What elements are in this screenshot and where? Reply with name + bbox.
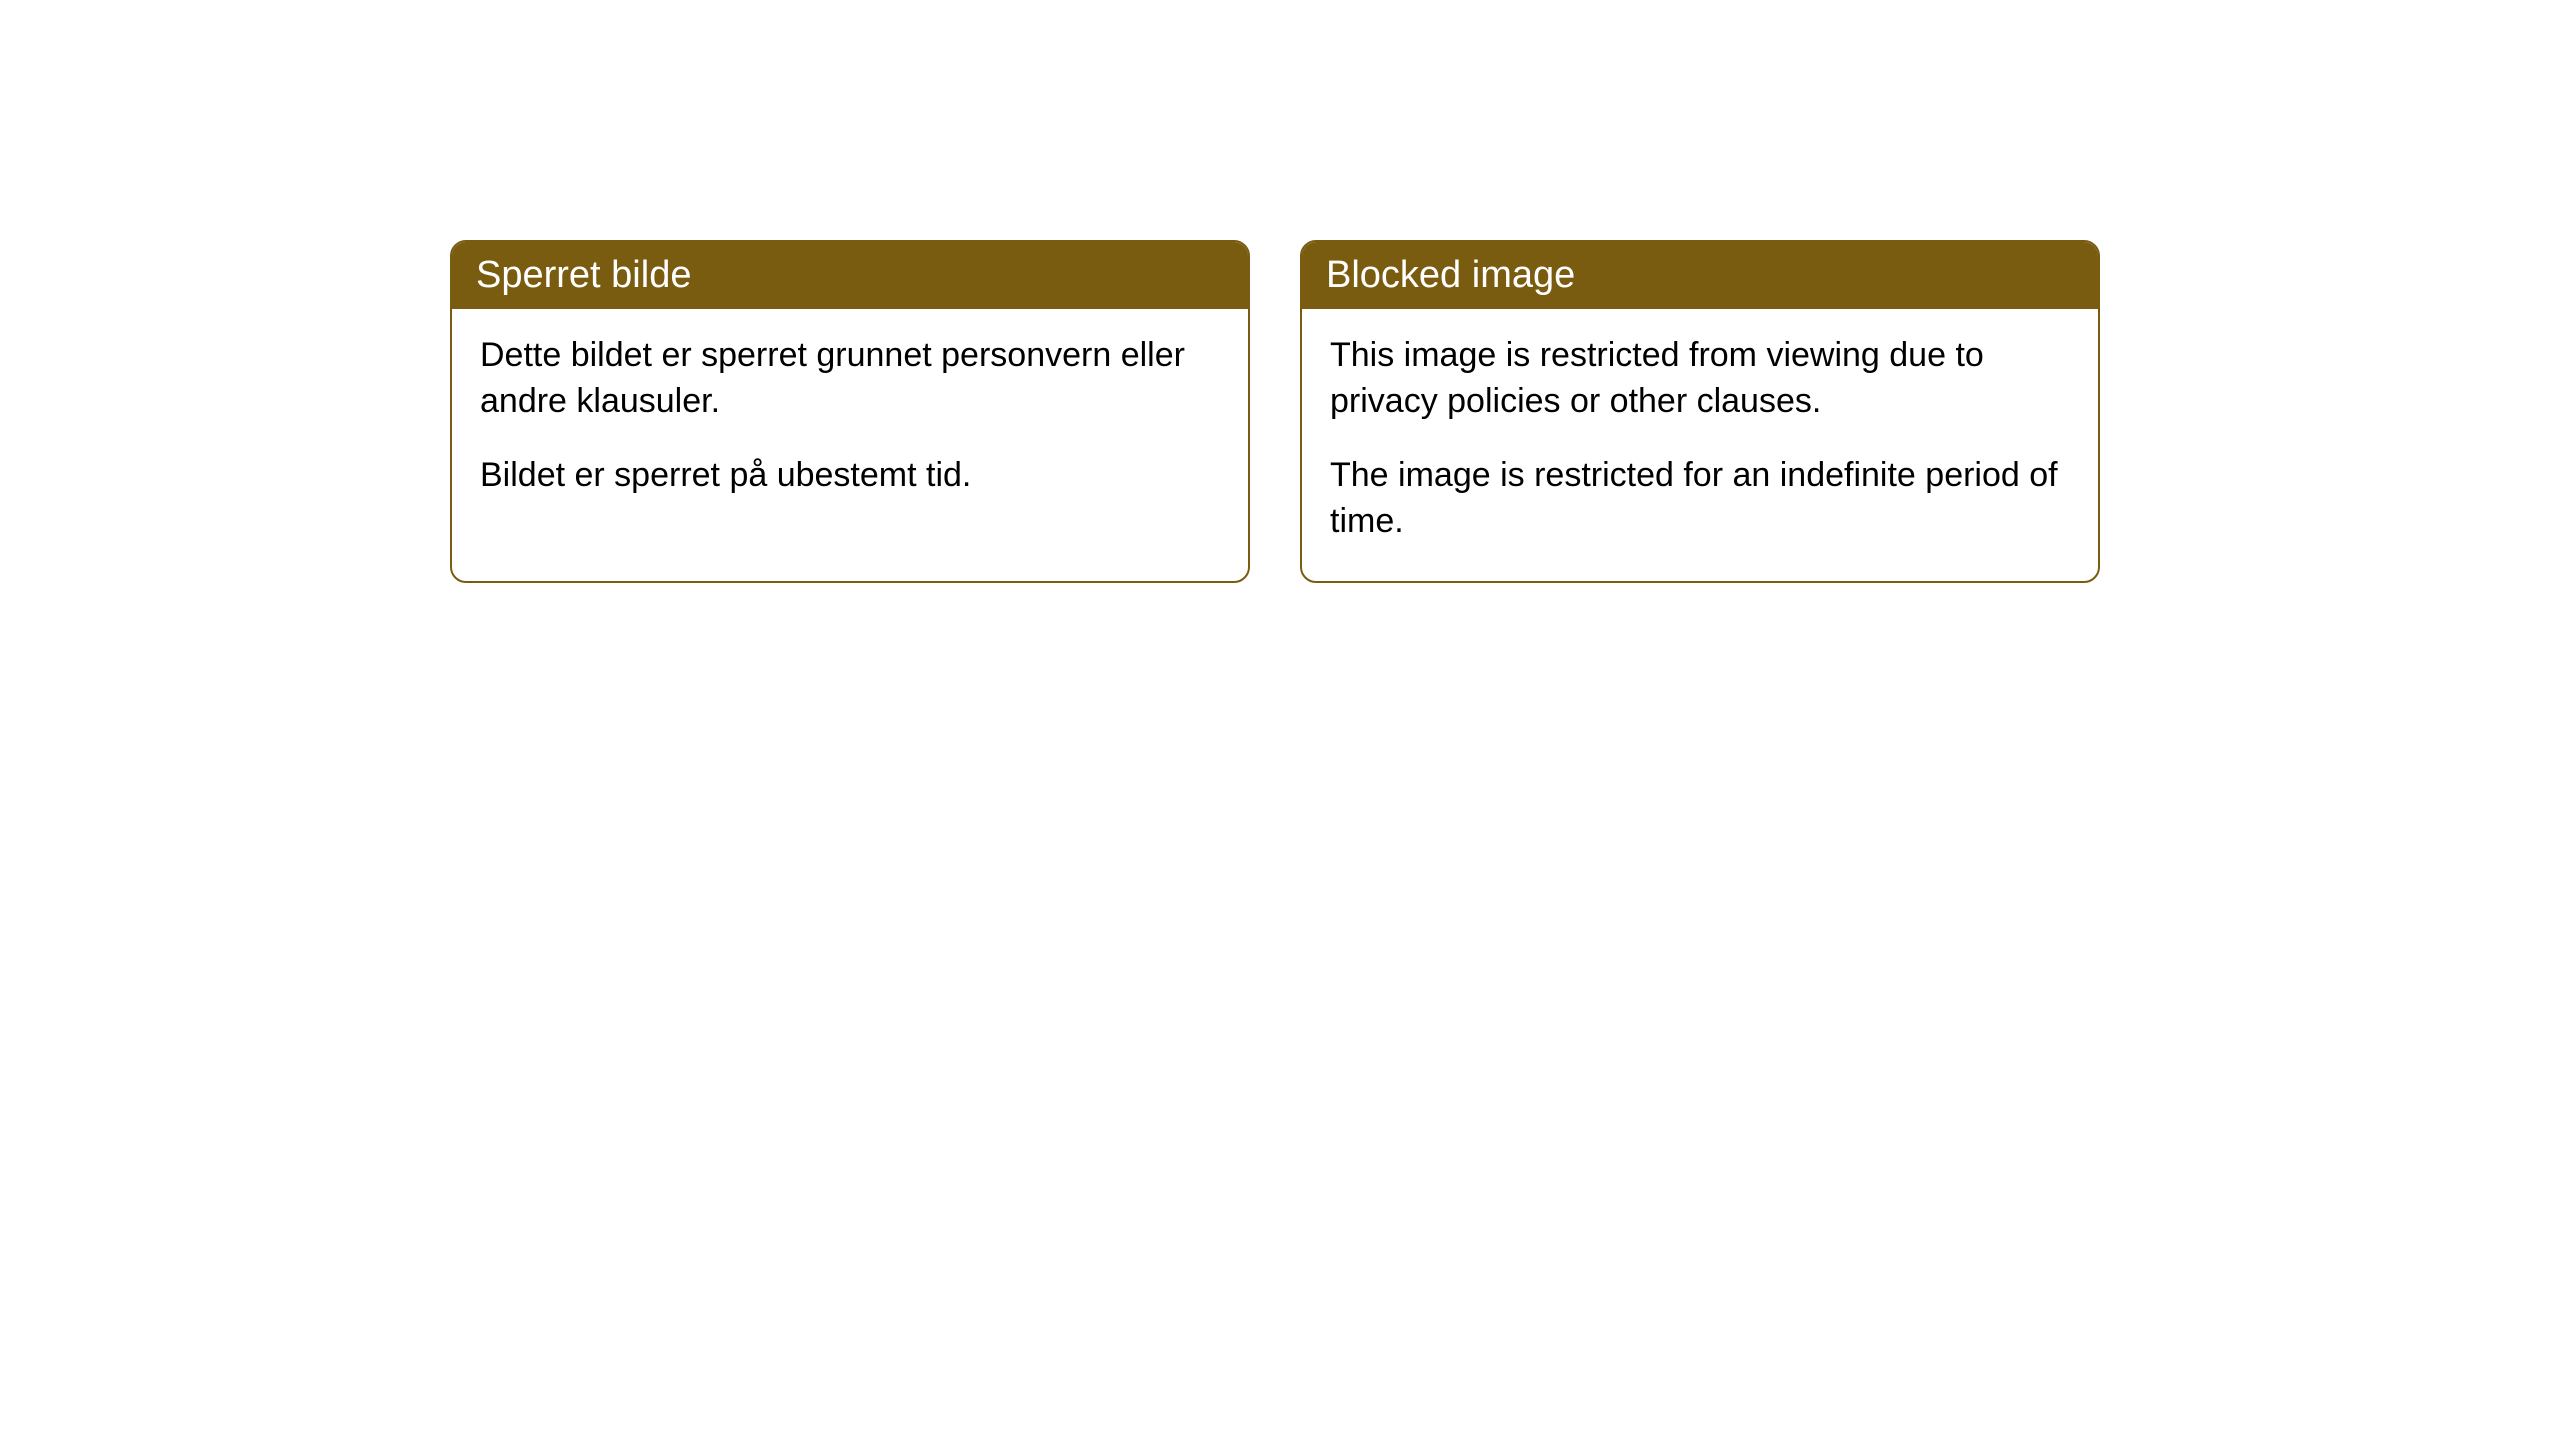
card-title-english: Blocked image [1326,254,1575,296]
card-paragraph-2-english: The image is restricted for an indefinit… [1330,453,2070,545]
card-header-norwegian: Sperret bilde [452,242,1248,309]
card-container: Sperret bilde Dette bildet er sperret gr… [0,0,2560,583]
card-paragraph-1-english: This image is restricted from viewing du… [1330,333,2070,425]
card-paragraph-2-norwegian: Bildet er sperret på ubestemt tid. [480,453,1220,499]
card-body-norwegian: Dette bildet er sperret grunnet personve… [452,309,1248,535]
blocked-image-card-norwegian: Sperret bilde Dette bildet er sperret gr… [450,240,1250,583]
blocked-image-card-english: Blocked image This image is restricted f… [1300,240,2100,583]
card-header-english: Blocked image [1302,242,2098,309]
card-paragraph-1-norwegian: Dette bildet er sperret grunnet personve… [480,333,1220,425]
card-body-english: This image is restricted from viewing du… [1302,309,2098,581]
card-title-norwegian: Sperret bilde [476,254,691,296]
